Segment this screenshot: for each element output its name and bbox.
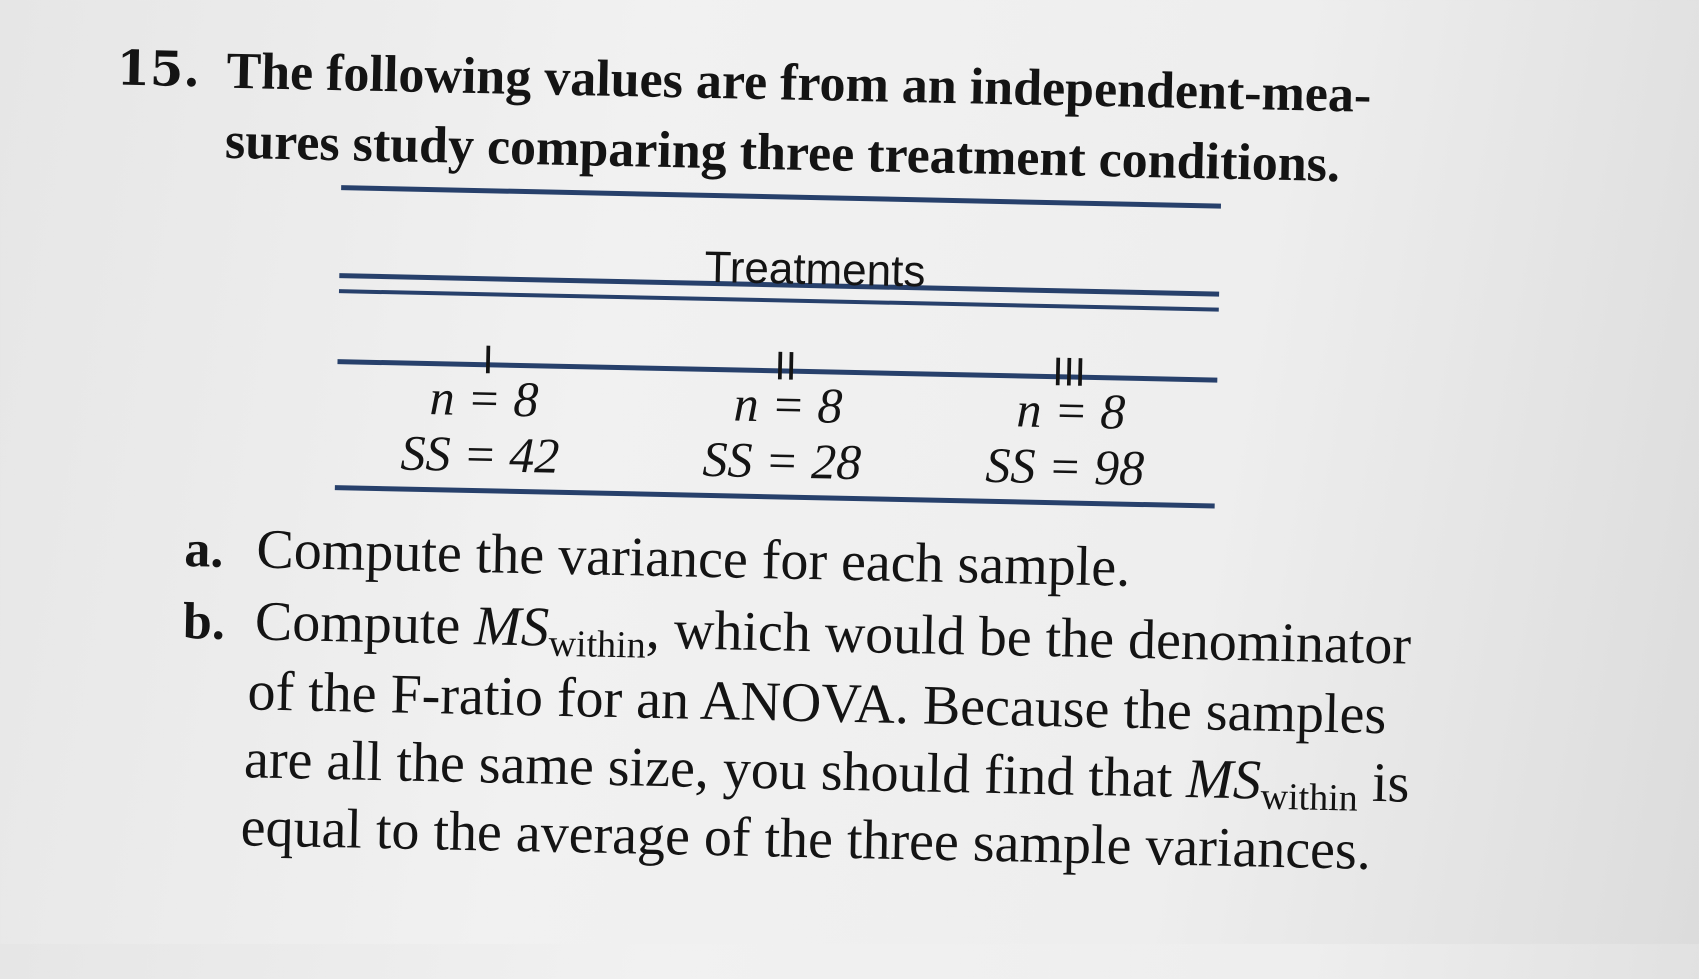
- part-b-line-3-post: is: [1357, 751, 1411, 815]
- ss-value-ii-text: SS = 28: [701, 430, 862, 491]
- ss-value-iii-text: SS = 98: [984, 436, 1145, 497]
- problem-intro: The following values are from an indepen…: [224, 37, 1557, 205]
- ms-within-symbol-2: MS: [1185, 748, 1262, 812]
- n-value-i-text: n = 8: [429, 369, 540, 428]
- n-value-ii-text: n = 8: [733, 375, 844, 434]
- n-value-iii-text: n = 8: [1016, 381, 1126, 440]
- bleed-through-text: [1254, 256, 1299, 308]
- ms-within-symbol: MS: [473, 595, 550, 659]
- ss-value-ii: SS = 28: [702, 431, 862, 490]
- treatments-header: Treatments: [704, 242, 926, 297]
- n-value-iii: n = 8: [1016, 381, 1126, 439]
- ms-within-subscript: within: [548, 622, 647, 667]
- part-b-line-1-pre: Compute: [254, 590, 475, 658]
- ss-value-iii: SS = 98: [985, 437, 1145, 496]
- ss-value-i: SS = 42: [400, 424, 560, 483]
- n-value-ii: n = 8: [733, 375, 843, 433]
- part-b-label: b.: [182, 592, 226, 651]
- problem-number: 15.: [116, 40, 201, 99]
- ss-value-i-text: SS = 42: [400, 424, 560, 484]
- part-b-line-1-post: , which would be the denominator: [645, 598, 1412, 677]
- n-value-i: n = 8: [429, 369, 539, 427]
- part-a-label: a.: [183, 520, 225, 579]
